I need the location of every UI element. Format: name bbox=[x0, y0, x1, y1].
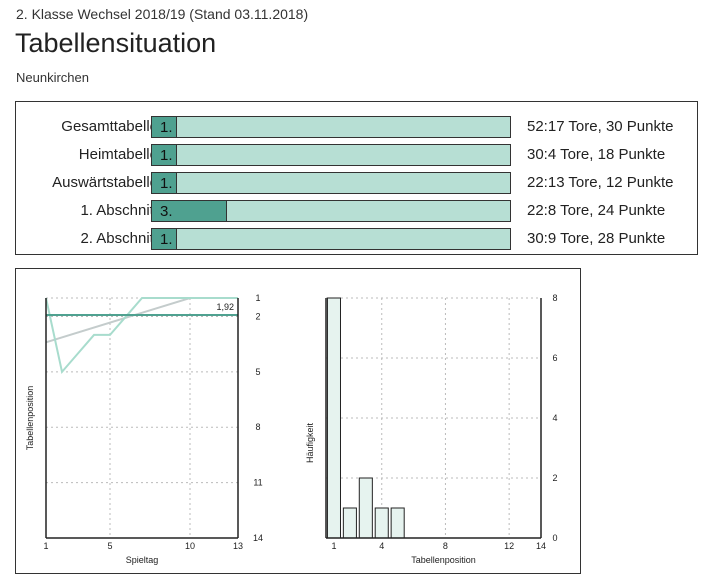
table-label: Heimtabelle bbox=[78, 146, 158, 163]
line-chart-x-tick: 10 bbox=[185, 541, 195, 551]
bar-chart-bar bbox=[342, 507, 357, 539]
bar-chart-x-tick: 1 bbox=[331, 541, 336, 551]
line-chart-x-tick: 1 bbox=[43, 541, 48, 551]
table-label: Gesamttabelle bbox=[61, 118, 158, 135]
line-chart-average-label: 1,92 bbox=[216, 302, 234, 312]
bar-chart-y-tick: 2 bbox=[552, 473, 557, 483]
line-chart-y-tick: 11 bbox=[253, 478, 262, 488]
table-row-abschnitt-1: 1. Abschnitt 3. 22:8 Tore, 24 Punkte bbox=[16, 200, 697, 224]
charts-panel: 1 2 5 8 11 14 1 5 10 13 1,92 Spieltag Tabellenpositi… bbox=[15, 268, 581, 574]
rank-bar: 1. bbox=[151, 144, 511, 166]
rank-position: 1. bbox=[160, 175, 173, 192]
bar-chart-bar bbox=[390, 507, 405, 539]
line-chart-y-tick: 8 bbox=[255, 422, 260, 432]
line-chart-x-tick: 5 bbox=[107, 541, 112, 551]
bar-chart-y-tick: 8 bbox=[552, 293, 557, 303]
bar-chart-x-tick: 12 bbox=[504, 541, 514, 551]
rank-bar-fill bbox=[152, 145, 177, 165]
bar-chart-bar bbox=[358, 477, 373, 539]
page-title: Tabellensituation bbox=[15, 28, 217, 58]
rank-bar: 3. bbox=[151, 200, 511, 222]
table-label: 2. Abschnitt bbox=[80, 230, 158, 247]
bar-chart-x-label: Tabellenposition bbox=[411, 555, 476, 565]
table-row-heim: Heimtabelle 1. 30:4 Tore, 18 Punkte bbox=[16, 144, 697, 168]
page-subtitle: 2. Klasse Wechsel 2018/19 (Stand 03.11.2… bbox=[16, 6, 309, 22]
team-name: Neunkirchen bbox=[16, 70, 89, 85]
rank-bar-fill bbox=[152, 229, 177, 249]
bar-chart-bar bbox=[326, 297, 341, 539]
rank-position: 3. bbox=[160, 203, 173, 220]
bar-chart-y-tick: 6 bbox=[552, 353, 557, 363]
table-row-gesamt: Gesamttabelle 1. 52:17 Tore, 30 Punkte bbox=[16, 116, 697, 140]
bar-chart-y-tick: 0 bbox=[552, 533, 557, 543]
line-chart-series-trend bbox=[45, 297, 238, 344]
rank-bar-fill bbox=[152, 173, 177, 193]
line-chart-x-tick: 13 bbox=[233, 541, 243, 551]
bar-chart-bar bbox=[374, 507, 389, 539]
table-label: Auswärtstabelle bbox=[52, 174, 158, 191]
table-situation-panel: Gesamttabelle 1. 52:17 Tore, 30 Punkte H… bbox=[15, 101, 698, 255]
rank-bar: 1. bbox=[151, 116, 511, 138]
bar-chart-x-tick: 8 bbox=[443, 541, 448, 551]
table-stats: 30:4 Tore, 18 Punkte bbox=[527, 146, 666, 163]
rank-bar: 1. bbox=[151, 228, 511, 250]
line-chart-y-tick: 2 bbox=[255, 311, 260, 321]
line-chart-y-label: Tabellenposition bbox=[25, 386, 35, 451]
rank-position: 1. bbox=[160, 147, 173, 164]
rank-position: 1. bbox=[160, 119, 173, 136]
line-chart-x-label: Spieltag bbox=[126, 555, 159, 565]
line-chart-series-position bbox=[45, 297, 238, 375]
bar-chart-y-label: Häufigkeit bbox=[305, 422, 315, 463]
line-chart-y-tick: 14 bbox=[253, 533, 263, 543]
rank-bar-fill bbox=[152, 201, 227, 221]
table-label: 1. Abschnitt bbox=[80, 202, 158, 219]
line-chart-y-tick: 1 bbox=[255, 293, 260, 303]
rank-bar-fill bbox=[152, 117, 177, 137]
table-stats: 22:8 Tore, 24 Punkte bbox=[527, 202, 666, 219]
rank-position: 1. bbox=[160, 231, 173, 248]
line-chart-y-tick: 5 bbox=[255, 367, 260, 377]
bar-chart-x-tick: 4 bbox=[379, 541, 384, 551]
table-stats: 30:9 Tore, 28 Punkte bbox=[527, 230, 666, 247]
rank-bar: 1. bbox=[151, 172, 511, 194]
bar-chart-x-tick: 14 bbox=[536, 541, 546, 551]
table-row-abschnitt-2: 2. Abschnitt 1. 30:9 Tore, 28 Punkte bbox=[16, 228, 697, 252]
bar-chart-y-tick: 4 bbox=[552, 413, 557, 423]
table-stats: 22:13 Tore, 12 Punkte bbox=[527, 174, 674, 191]
table-row-auswaerts: Auswärtstabelle 1. 22:13 Tore, 12 Punkte bbox=[16, 172, 697, 196]
table-stats: 52:17 Tore, 30 Punkte bbox=[527, 118, 674, 135]
